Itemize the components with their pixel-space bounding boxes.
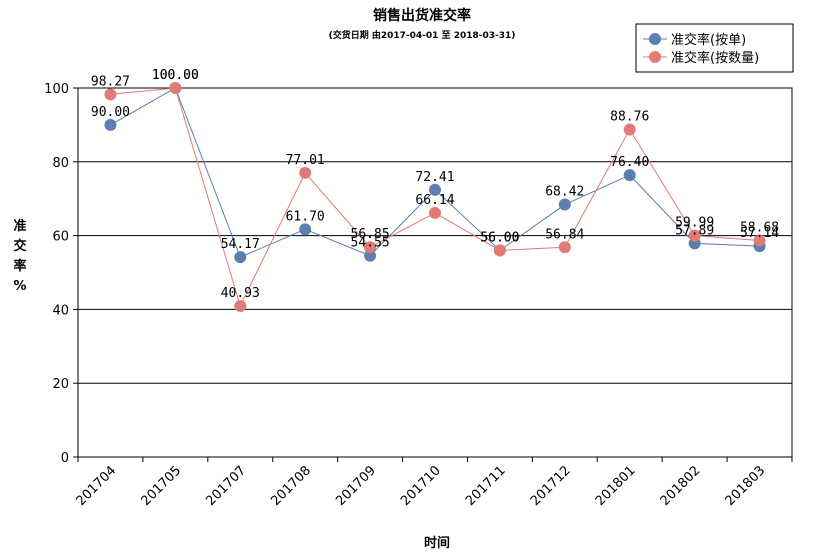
y-tick-label: 80 <box>52 156 69 171</box>
data-point <box>623 169 636 182</box>
legend-marker-series-2 <box>649 51 661 63</box>
data-label: 54.17 <box>221 237 260 252</box>
series-layer <box>104 82 766 312</box>
x-tick-label: 201708 <box>268 463 314 509</box>
x-tick-label: 201710 <box>398 463 444 509</box>
data-point <box>429 183 441 196</box>
data-label: 57.89 <box>675 223 714 238</box>
data-point <box>364 249 377 262</box>
x-tick-label: 201704 <box>74 463 120 509</box>
y-axis-label: 准交率% <box>13 218 26 294</box>
legend: 准交率(按单) 准交率(按数量) <box>635 23 794 73</box>
data-point <box>104 88 117 101</box>
x-tick-label: 201709 <box>333 463 379 509</box>
data-label: 100.00 <box>152 68 199 83</box>
data-point <box>688 229 701 242</box>
data-point <box>299 166 312 179</box>
x-tick-label: 201712 <box>528 463 574 509</box>
y-tick-label: 40 <box>52 303 69 318</box>
x-tick-label: 201801 <box>593 463 639 509</box>
data-point <box>299 223 312 236</box>
data-label: 77.01 <box>286 153 325 168</box>
data-point <box>234 299 247 312</box>
chart-title: 销售出货准交率 <box>373 7 471 24</box>
data-label: 98.27 <box>91 74 130 89</box>
data-point <box>364 241 377 254</box>
data-point <box>753 234 766 247</box>
data-point <box>558 198 571 211</box>
x-tick-label: 201803 <box>723 463 769 509</box>
y-axis-label-char: 准 <box>13 218 26 234</box>
x-tick-label: 201802 <box>658 463 704 509</box>
x-tick-label: 201705 <box>138 463 184 509</box>
y-axis-label-char: % <box>13 279 26 294</box>
data-label: 56.85 <box>351 227 390 242</box>
plot-frame <box>77 87 793 458</box>
data-label: 61.70 <box>286 209 325 224</box>
data-point <box>234 251 247 264</box>
data-label: 66.14 <box>415 193 454 208</box>
data-label: 88.76 <box>610 109 649 124</box>
data-point <box>493 244 506 257</box>
data-label: 59.99 <box>675 216 714 231</box>
y-axis-label-char: 率 <box>13 258 26 274</box>
y-tick-label: 20 <box>52 377 69 392</box>
data-label: 76.40 <box>610 155 649 170</box>
y-axis-label-char: 交 <box>13 238 26 254</box>
data-label: 58.68 <box>740 220 779 235</box>
data-labels: 90.00 100.00 54.17 61.70 54.55 72.41 56.00 68.4… <box>91 68 779 301</box>
data-label: 54.55 <box>351 236 390 251</box>
x-tick-label: 201707 <box>203 463 249 509</box>
data-label: 56.84 <box>545 227 584 242</box>
x-tick-label: 201711 <box>463 463 509 509</box>
legend-marker-series-1 <box>649 33 661 45</box>
chart-subtitle: (交货日期 由2017-04-01 至 2018-03-31) <box>329 29 516 41</box>
data-point <box>104 118 117 131</box>
data-point <box>429 206 441 219</box>
data-point <box>558 241 571 254</box>
data-label: 56.00 <box>480 230 519 245</box>
y-tick-label: 0 <box>61 451 69 466</box>
y-tick-label: 60 <box>52 230 69 245</box>
x-axis-label: 时间 <box>424 535 450 551</box>
y-tick-label: 100 <box>44 82 69 97</box>
data-label: 40.93 <box>221 286 260 301</box>
legend-label-series-1: 准交率(按单) <box>671 32 746 48</box>
legend-box <box>635 23 794 73</box>
data-label: 100.00 <box>152 68 199 83</box>
data-label: 68.42 <box>545 185 584 200</box>
data-point <box>623 123 636 136</box>
x-ticks: 201704 201705 201707 201708 201709 201710 2017… <box>74 457 793 509</box>
data-label: 57.14 <box>740 226 779 241</box>
legend-label-series-2: 准交率(按数量) <box>671 50 759 66</box>
data-label: 72.41 <box>415 170 454 185</box>
data-label: 90.00 <box>91 105 130 120</box>
data-label: 56.00 <box>480 230 519 245</box>
data-point <box>169 82 182 94</box>
y-ticks: 0 20 40 60 80 100 <box>44 82 78 466</box>
